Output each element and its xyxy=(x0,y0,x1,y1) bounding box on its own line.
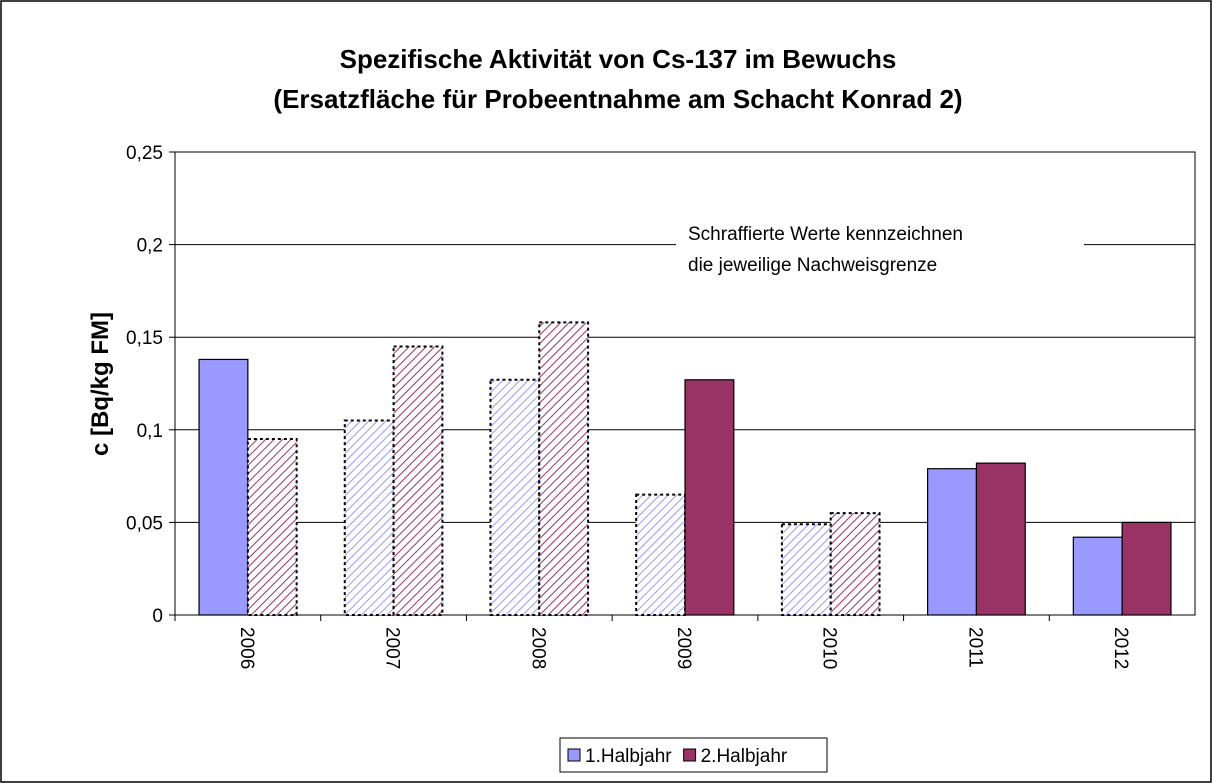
legend-label: 1.Halbjahr xyxy=(585,746,672,767)
y-tick-label: 0 xyxy=(152,606,163,627)
y-axis-label: c [Bq/kg FM] xyxy=(87,312,114,456)
bar xyxy=(538,321,590,616)
y-tick-label: 0,15 xyxy=(126,328,163,349)
x-tick-label: 2007 xyxy=(382,627,403,669)
x-tick-label: 2009 xyxy=(673,627,694,669)
bar xyxy=(829,512,881,617)
legend-swatch xyxy=(567,748,581,762)
y-tick-label: 0,2 xyxy=(137,236,163,257)
bar xyxy=(780,523,832,617)
bar xyxy=(975,462,1026,616)
bar xyxy=(198,358,249,616)
annotation: die jeweilige Nachweisgrenze xyxy=(688,255,937,276)
chart-title: (Ersatzfläche für Probeentnahme am Schac… xyxy=(273,84,962,114)
x-tick-label: 2011 xyxy=(964,627,985,668)
bar xyxy=(635,493,687,616)
x-tick-label: 2012 xyxy=(1110,627,1131,669)
y-tick-label: 0,05 xyxy=(126,513,163,534)
bar xyxy=(246,438,298,616)
x-tick-label: 2006 xyxy=(236,627,257,669)
bar xyxy=(927,468,978,616)
bar xyxy=(489,378,541,616)
y-tick-label: 0,25 xyxy=(126,143,163,164)
bar xyxy=(1072,536,1123,616)
y-tick-label: 0,1 xyxy=(137,421,163,442)
legend-swatch xyxy=(683,748,697,762)
annotation-box xyxy=(676,220,1084,290)
x-tick-label: 2010 xyxy=(819,627,840,669)
bar xyxy=(392,345,444,616)
bar xyxy=(343,419,395,617)
bar xyxy=(684,379,735,616)
bar xyxy=(1121,521,1172,616)
x-tick-label: 2008 xyxy=(527,627,548,669)
chart-title: Spezifische Aktivität von Cs-137 im Bewu… xyxy=(340,44,897,74)
legend-label: 2.Halbjahr xyxy=(701,746,788,767)
annotation: Schraffierte Werte kennzeichnen xyxy=(688,224,963,245)
